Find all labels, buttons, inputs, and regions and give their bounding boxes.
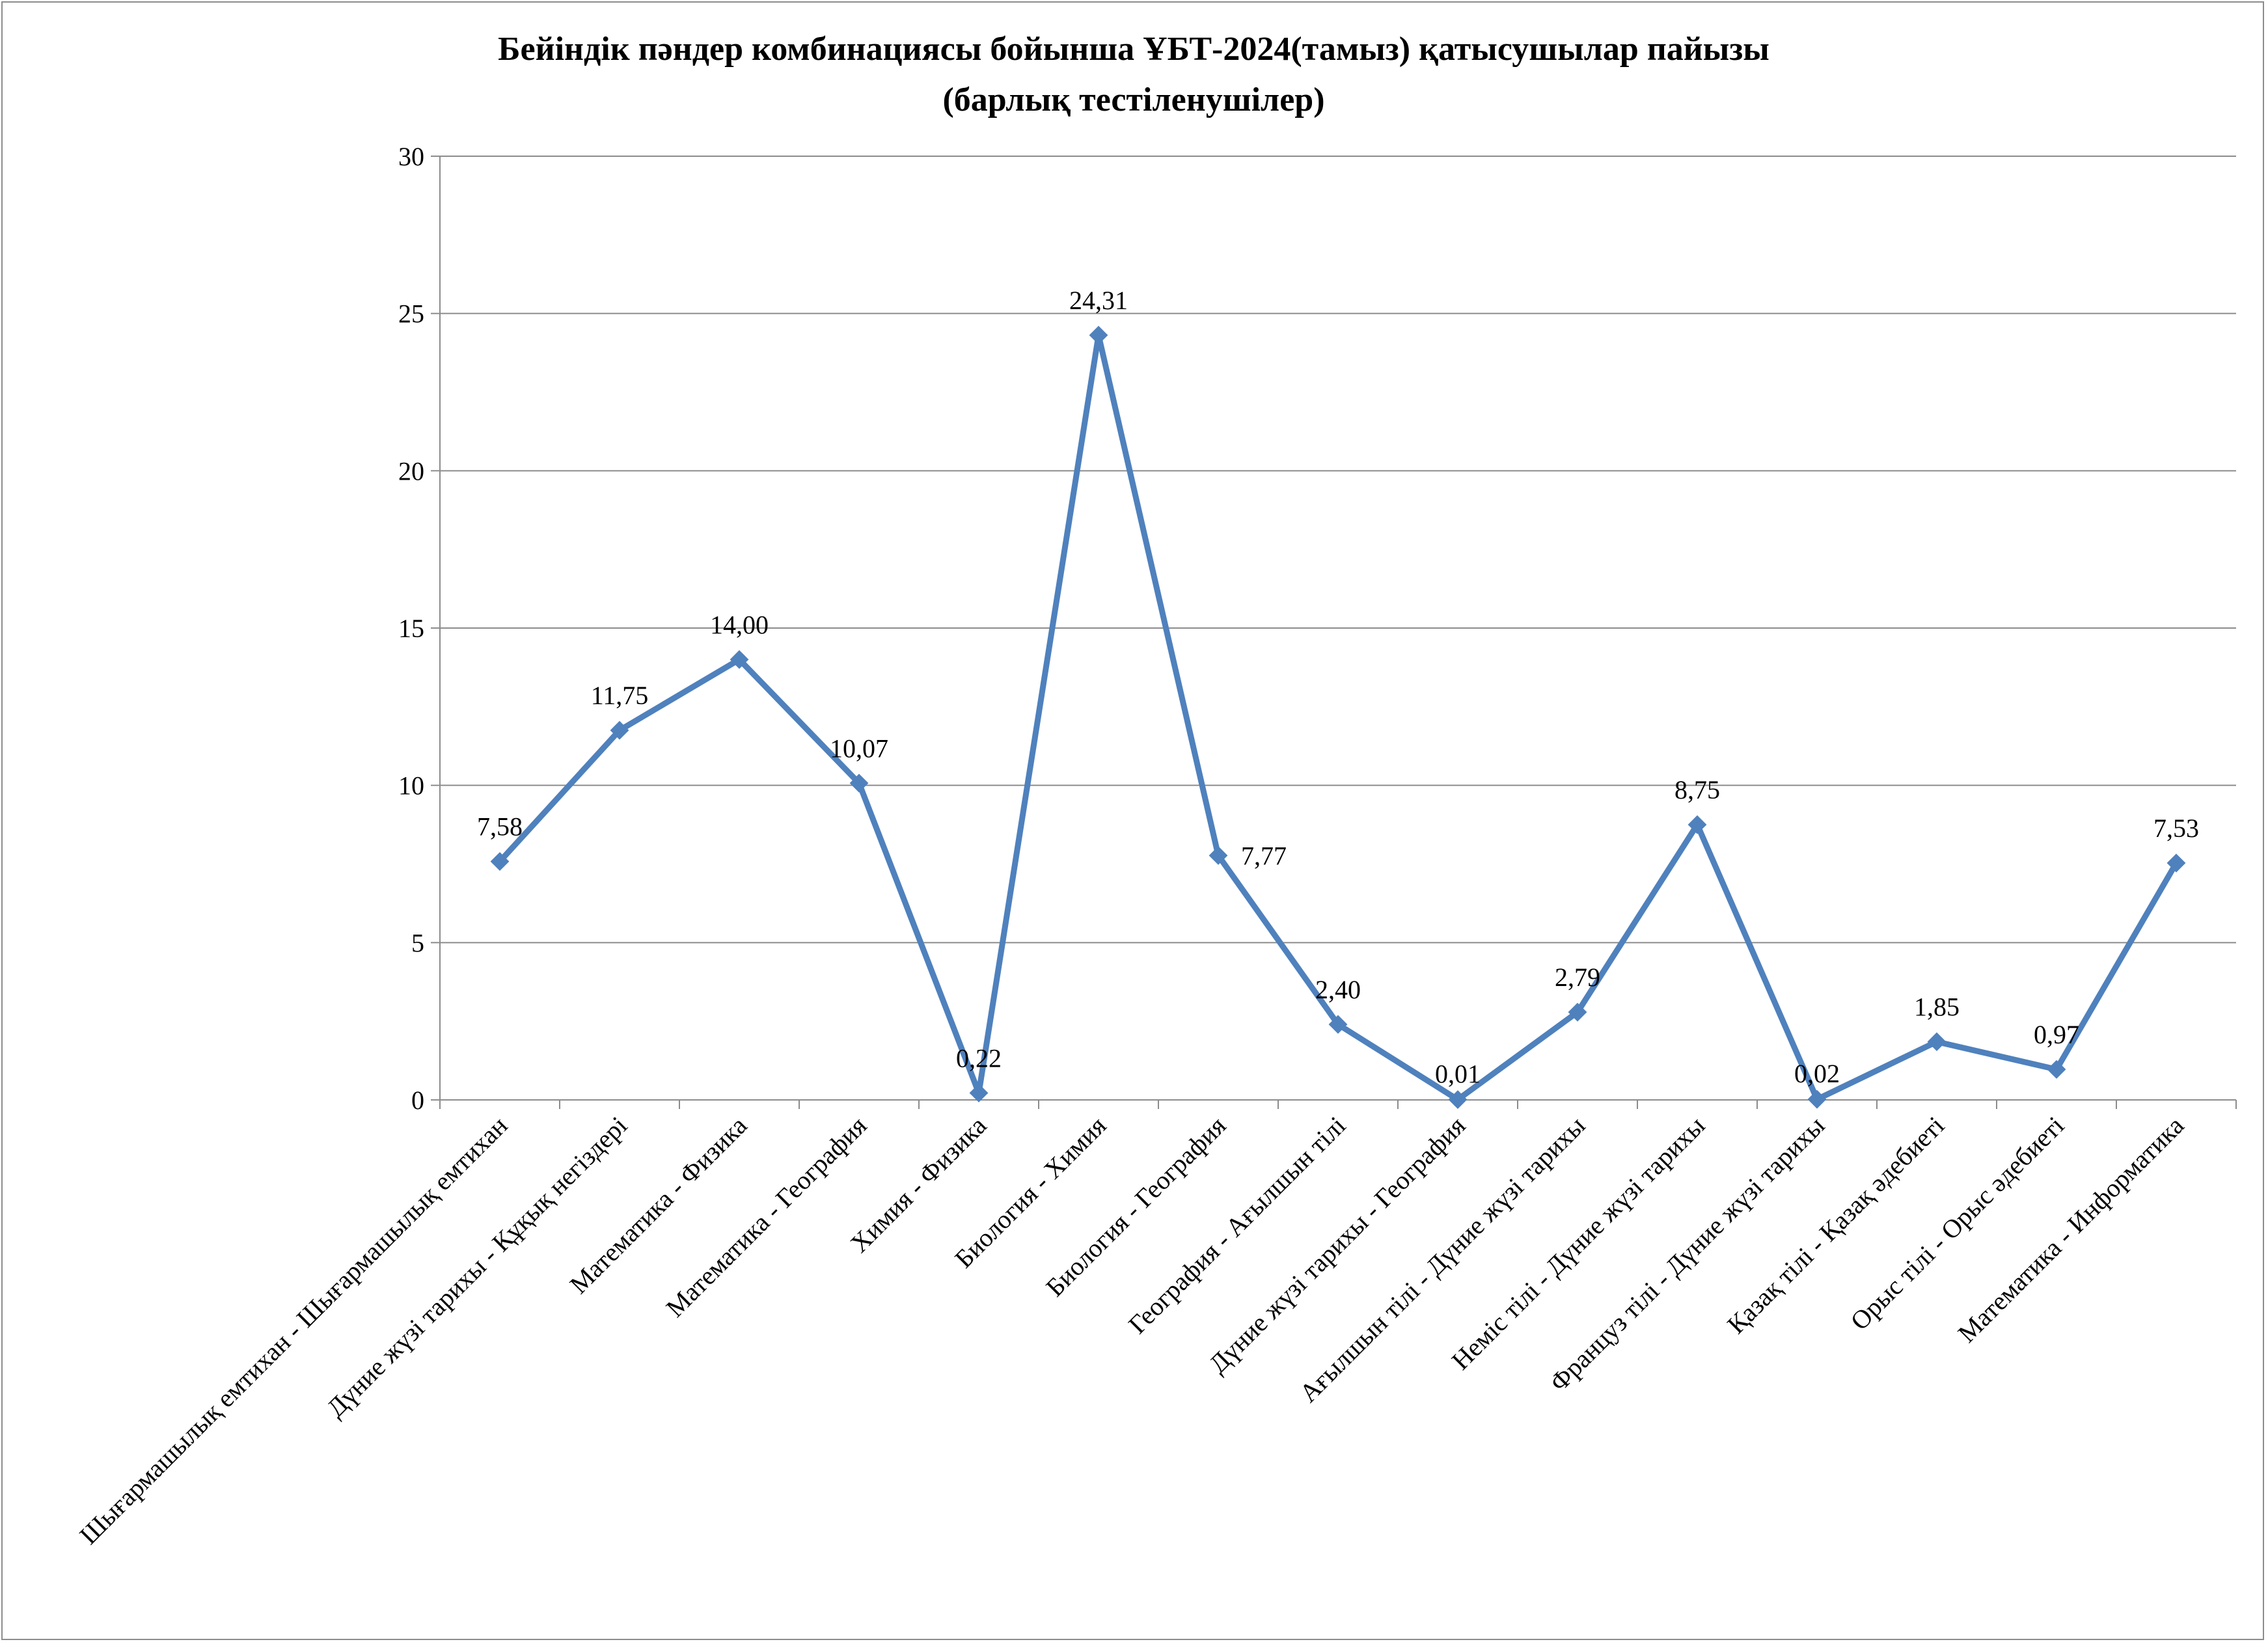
series-markers <box>490 325 2186 1109</box>
data-label: 7,58 <box>477 812 523 842</box>
data-point-marker <box>610 720 629 740</box>
data-point-marker <box>1328 1015 1348 1034</box>
data-label: 2,40 <box>1315 975 1361 1004</box>
data-point-marker <box>849 773 869 793</box>
data-point-marker <box>1807 1089 1827 1109</box>
x-category-label: География - Ағылшын тілі <box>1123 1111 1351 1339</box>
x-category-label: Шығармашылық емтихан - Шығармашылық емти… <box>74 1111 513 1550</box>
x-category-label: Дүние жүзі тарихы - География <box>1203 1111 1471 1379</box>
chart-title-line-1: Бейіндік пәндер комбинациясы бойынша ҰБТ… <box>498 31 1769 68</box>
y-tick-label: 15 <box>398 614 424 643</box>
data-point-marker <box>490 852 510 871</box>
gridlines <box>440 156 2236 944</box>
y-tick-label: 20 <box>398 456 424 486</box>
data-point-marker <box>730 650 749 669</box>
data-label: 0,02 <box>1794 1059 1840 1088</box>
data-point-marker <box>1448 1090 1468 1109</box>
data-point-marker <box>1568 1002 1587 1022</box>
data-label: 2,79 <box>1555 963 1600 992</box>
y-tick-label: 25 <box>398 299 424 329</box>
data-label: 0,97 <box>2034 1020 2079 1049</box>
data-label: 8,75 <box>1674 775 1720 804</box>
y-axis-ticks: 0 5 10 15 20 25 30 <box>398 142 440 1115</box>
x-category-label: Математика - Информатика <box>1952 1110 2190 1348</box>
data-point-marker <box>1209 846 1228 865</box>
data-label: 0,01 <box>1435 1060 1481 1089</box>
y-tick-label: 5 <box>411 928 424 957</box>
data-label: 7,77 <box>1241 841 1287 870</box>
x-category-label: Математика - География <box>661 1111 873 1323</box>
data-point-marker <box>1687 815 1707 834</box>
data-label: 0,22 <box>956 1043 1002 1073</box>
data-point-marker <box>2047 1060 2066 1079</box>
x-category-label: Қазақ тілі - Қазақ әдебиеті <box>1721 1111 1950 1339</box>
data-label: 7,53 <box>2153 814 2199 843</box>
data-point-marker <box>1927 1032 1947 1051</box>
data-label: 24,31 <box>1069 286 1128 315</box>
y-tick-label: 30 <box>398 142 424 171</box>
data-point-marker <box>1089 325 1108 345</box>
data-labels: 7,58 11,75 14,00 10,07 0,22 24,31 7,77 2,40 0,01… <box>477 286 2199 1089</box>
data-label: 1,85 <box>1914 993 1960 1022</box>
data-label: 11,75 <box>591 681 649 710</box>
data-point-marker <box>969 1083 989 1103</box>
axes <box>439 156 2237 1109</box>
data-label: 14,00 <box>710 610 769 639</box>
data-point-marker <box>2166 853 2186 873</box>
x-category-label: Орыс тілі - Орыс әдебиеті <box>1845 1111 2070 1336</box>
chart-title-line-2: (барлық тестіленушілер) <box>942 81 1324 118</box>
x-category-label: Неміс тілі - Дүние жүзі тарихы <box>1446 1111 1711 1376</box>
data-label: 10,07 <box>830 733 888 763</box>
x-axis-category-labels: Шығармашылық емтихан - Шығармашылық емти… <box>74 1110 2189 1550</box>
y-tick-label: 0 <box>411 1086 424 1115</box>
y-tick-label: 10 <box>398 771 424 801</box>
